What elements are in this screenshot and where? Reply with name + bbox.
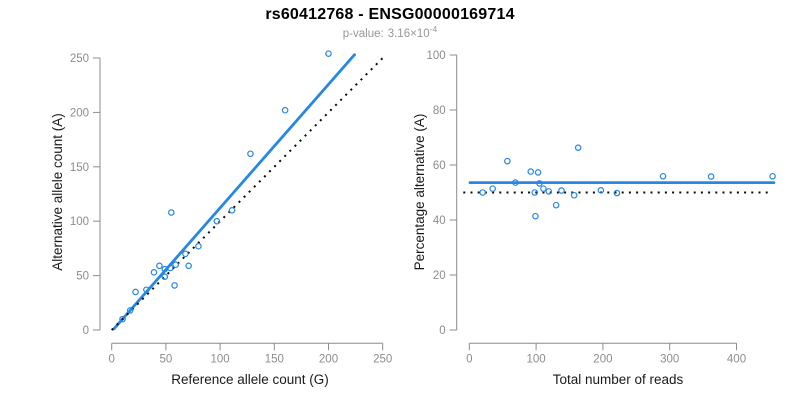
data-point: [504, 157, 511, 165]
data-point: [143, 286, 150, 294]
right-y-axis-label: Percentage alternative (A): [412, 114, 427, 271]
times-sign: ×: [410, 28, 417, 40]
x-tick-label: 150: [265, 353, 284, 365]
data-point: [707, 173, 715, 180]
regression-line: [112, 53, 356, 331]
data-point: [119, 315, 126, 323]
p-value-label: p-value:: [342, 28, 384, 40]
x-tick-label: 300: [660, 353, 679, 365]
x-tick-label: 100: [527, 353, 546, 365]
y-tick-label: 50: [76, 271, 89, 283]
data-point: [545, 188, 553, 195]
right-plot-lines: [463, 181, 776, 194]
data-point: [479, 189, 486, 196]
y-tick-label: 60: [433, 160, 446, 172]
data-point: [185, 262, 192, 270]
data-point: [536, 180, 543, 187]
left-plot-points: [119, 50, 332, 323]
data-point: [489, 185, 496, 192]
figure-title: rs60412768 - ENSG00000169714: [265, 6, 515, 23]
data-point: [168, 209, 175, 216]
data-point: [552, 201, 560, 209]
y-tick-label: 0: [439, 325, 445, 337]
right-x-axis-label: Total number of reads: [553, 372, 684, 387]
figure-header: rs60412768 - ENSG00000169714 p-value: 3.1…: [0, 6, 780, 40]
data-point: [156, 262, 163, 270]
left-plot-axes: 0 50 100 150 200 250 0 50 100 150 200 250: [70, 53, 392, 365]
x-tick-label: 0: [108, 353, 114, 365]
data-point: [531, 189, 539, 196]
data-point: [161, 273, 169, 280]
data-point: [228, 207, 236, 214]
data-point: [171, 282, 178, 289]
left-x-axis-label: Reference allele count (G): [171, 372, 329, 387]
right-plot-points: [479, 144, 776, 220]
data-point: [769, 172, 776, 180]
identity-line: [110, 54, 387, 331]
data-point: [281, 106, 289, 114]
x-tick-label: 50: [160, 353, 173, 365]
data-point: [540, 185, 547, 192]
p-value-mantissa: 3.16: [387, 28, 411, 40]
data-point: [126, 307, 134, 314]
y-tick-label: 100: [70, 216, 89, 228]
data-point: [166, 264, 174, 272]
data-point: [150, 269, 158, 276]
data-point: [659, 172, 667, 180]
left-scatter-plot: 0 50 100 150 200 250 0 50 100 150 200 250 Reference…: [50, 50, 392, 387]
data-point: [613, 189, 621, 197]
data-point: [558, 187, 565, 194]
data-point: [247, 150, 254, 158]
data-point: [182, 250, 189, 258]
y-tick-label: 0: [83, 325, 89, 337]
y-tick-label: 100: [427, 50, 446, 62]
data-point: [534, 169, 542, 176]
left-plot-lines: [110, 53, 387, 331]
p-value-exponent: -4: [429, 24, 438, 35]
x-tick-label: 400: [727, 353, 746, 365]
left-y-axis-label: Alternative allele count (A): [50, 113, 65, 271]
y-tick-label: 250: [70, 53, 89, 65]
x-tick-label: 0: [466, 353, 472, 365]
y-tick-label: 150: [70, 162, 89, 174]
p-value-base: 10: [416, 28, 430, 40]
right-scatter-plot: 0 20 40 60 80 100 0 100 200 300 400 Total number o…: [412, 50, 776, 387]
data-point: [570, 191, 578, 199]
y-tick-label: 20: [433, 270, 446, 282]
data-point: [132, 288, 139, 296]
y-tick-label: 200: [70, 107, 89, 119]
x-tick-label: 250: [373, 353, 392, 365]
right-plot-axes: 0 20 40 60 80 100 0 100 200 300 400: [427, 50, 747, 365]
data-point: [574, 144, 582, 151]
data-point: [597, 187, 605, 194]
x-tick-label: 200: [593, 353, 612, 365]
data-point: [532, 212, 539, 220]
data-point: [325, 50, 332, 57]
p-value-subtitle: p-value: 3.16×10-4: [0, 25, 780, 40]
y-tick-label: 80: [433, 105, 446, 117]
data-point: [195, 242, 202, 250]
data-point: [172, 261, 179, 269]
y-tick-label: 40: [433, 215, 446, 227]
data-point: [213, 217, 221, 225]
data-point: [512, 179, 519, 186]
x-tick-label: 200: [319, 353, 338, 365]
x-tick-label: 100: [211, 353, 230, 365]
data-point: [527, 168, 535, 175]
